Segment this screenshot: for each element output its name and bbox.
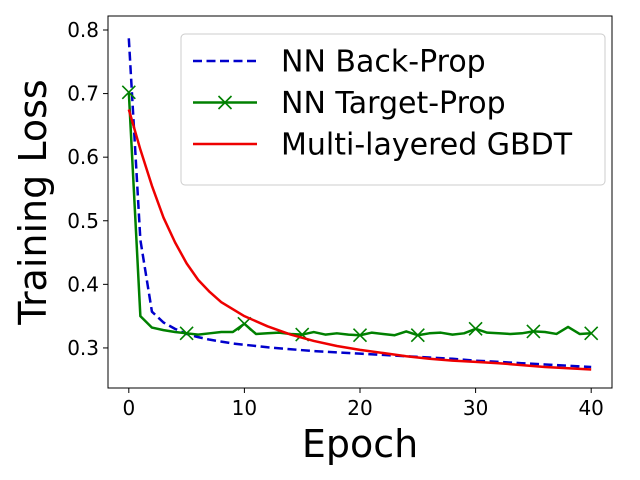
series-multi-layered-gbdt <box>127 109 592 371</box>
legend: NN Back-Prop NN Target-Prop Multi-layered … <box>180 33 606 186</box>
series-line-nn-back-prop <box>127 38 592 369</box>
y-tick-label: 0.6 <box>67 145 99 169</box>
x-tick-label: 10 <box>232 396 257 420</box>
data-point-marker <box>121 85 136 100</box>
series-layer <box>121 38 599 371</box>
legend-label: NN Back-Prop <box>281 45 486 80</box>
legend-label: NN Target-Prop <box>281 86 506 121</box>
x-tick-label: 30 <box>463 396 488 420</box>
data-point-marker <box>468 321 483 336</box>
legend-label: Multi-layered GBDT <box>281 128 573 163</box>
legend-entry: NN Back-Prop <box>193 45 486 80</box>
series-line-multi-layered-gbdt <box>127 109 592 371</box>
series-nn-back-prop <box>127 38 592 369</box>
legend-entry: Multi-layered GBDT <box>193 128 573 163</box>
y-tick-label: 0.3 <box>67 336 99 360</box>
y-tick-label: 0.5 <box>67 209 99 233</box>
y-tick-label: 0.7 <box>67 82 99 106</box>
legend-entry: NN Target-Prop <box>193 86 506 121</box>
data-point-marker <box>179 326 194 341</box>
y-tick-label: 0.8 <box>67 18 99 42</box>
x-tick-label: 0 <box>122 396 135 420</box>
x-axis-title: Epoch <box>302 422 418 466</box>
data-point-marker <box>352 328 368 343</box>
data-point-marker <box>237 316 252 331</box>
data-point-marker <box>526 324 541 339</box>
y-tick-label: 0.4 <box>67 272 99 296</box>
x-tick-label: 40 <box>578 396 603 420</box>
data-point-marker <box>410 328 425 343</box>
legend-marker <box>217 95 233 110</box>
y-axis-title: Training Loss <box>11 79 55 325</box>
series-nn-target-prop <box>121 85 599 343</box>
legend-box <box>180 33 606 186</box>
x-tick-label: 20 <box>347 396 372 420</box>
ticks-layer: 0 10 20 30 40 0.3 0.4 0.5 0.6 0.7 0.8 <box>67 18 604 420</box>
data-point-marker <box>584 326 599 341</box>
